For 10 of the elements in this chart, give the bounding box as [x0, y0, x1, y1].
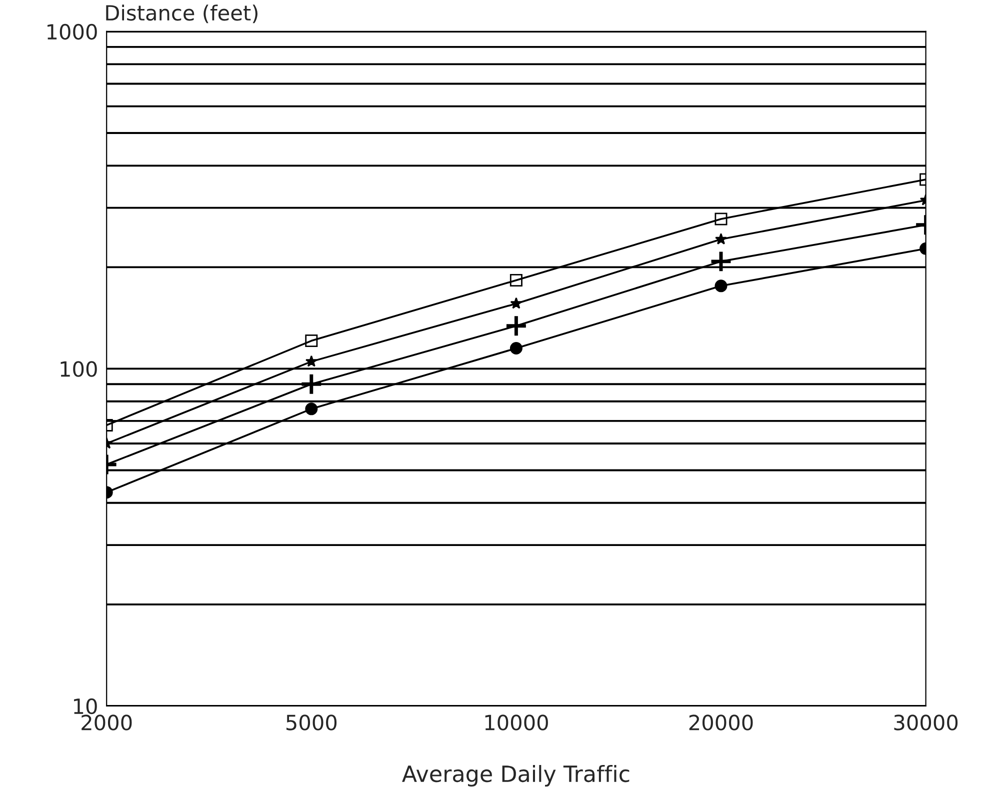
x-tick-label: 30000 — [894, 714, 958, 730]
x-tick-label: 2000 — [82, 714, 132, 730]
x-tick-label: 10000 — [485, 714, 548, 730]
y-axis-title: Distance (feet) — [106, 4, 258, 24]
x-tick-label: 20000 — [689, 714, 753, 730]
y-tick-label: 100 — [60, 361, 97, 377]
y-tick-label: 1000 — [48, 24, 97, 40]
x-axis-title: Average Daily Traffic — [402, 764, 630, 786]
y-tick-label: 10 — [74, 698, 97, 714]
x-tick-label: 5000 — [286, 714, 337, 730]
